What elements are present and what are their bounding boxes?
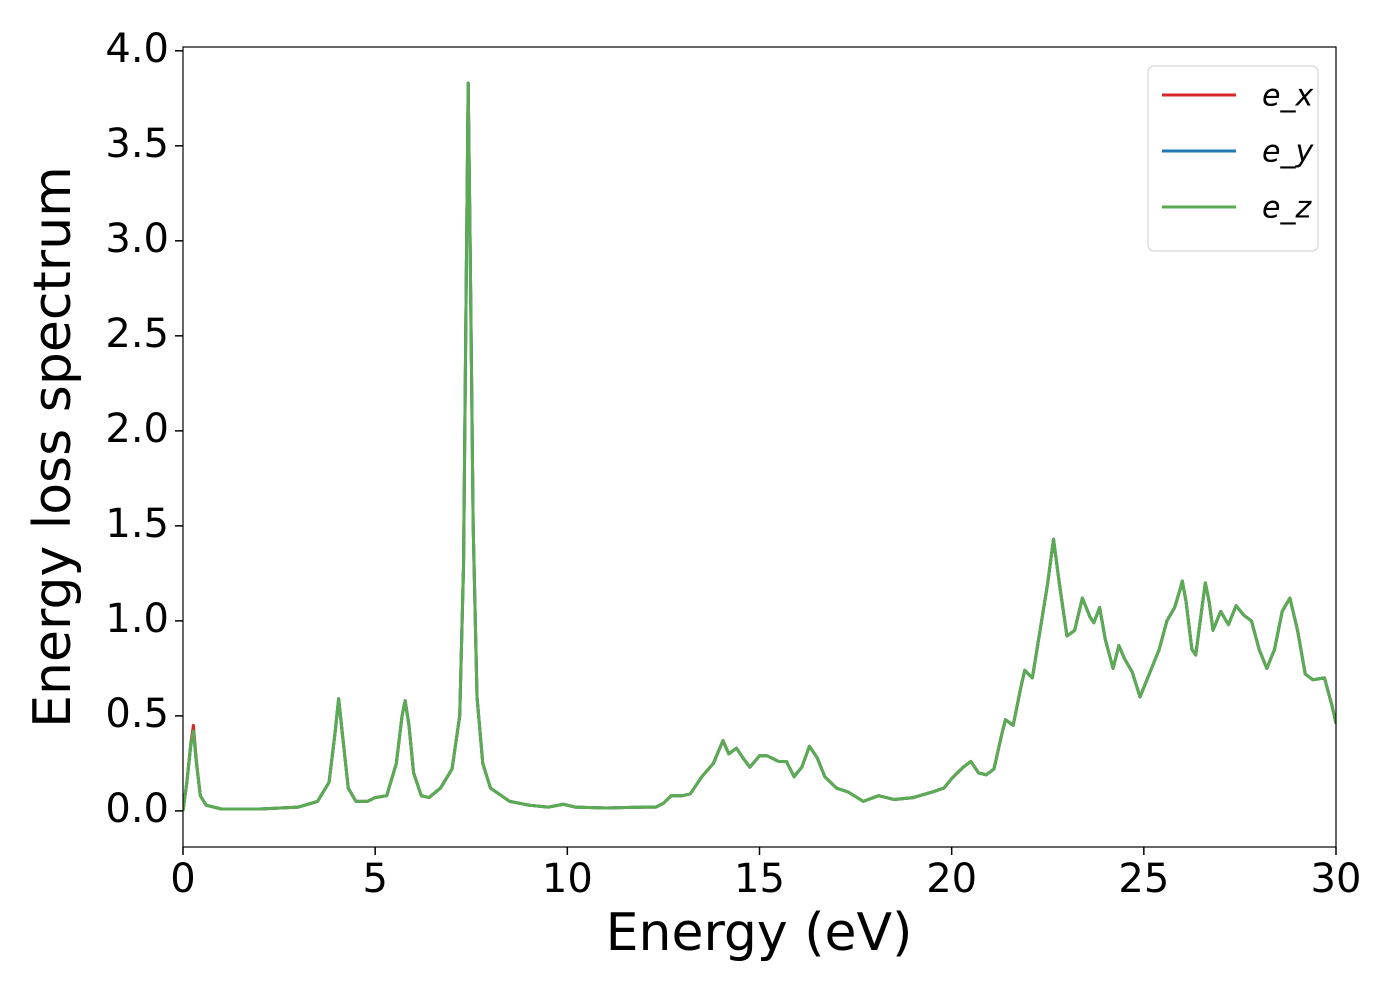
y-tick-label: 2.0 (105, 406, 169, 452)
x-tick-label: 25 (1118, 856, 1169, 902)
x-tick-label: 30 (1311, 856, 1362, 902)
x-tick-label: 10 (542, 856, 593, 902)
x-axis-label: Energy (eV) (606, 903, 913, 963)
line-series (183, 81, 1336, 812)
y-tick-label: 3.5 (105, 121, 169, 167)
x-tick-label: 5 (362, 856, 387, 902)
y-tick-label: 2.5 (105, 311, 169, 357)
legend-label: e_y (1262, 135, 1314, 170)
legend-label: e_z (1262, 191, 1312, 226)
legend-label: e_x (1262, 79, 1313, 114)
y-tick-label: 4.0 (105, 26, 169, 72)
legend-box (1147, 65, 1319, 252)
x-tick-label: 20 (926, 856, 977, 902)
x-tick-label: 15 (734, 856, 785, 902)
y-tick-label: 3.0 (105, 216, 169, 262)
y-tick-label: 0.5 (105, 691, 169, 737)
y-tick-label: 1.0 (105, 596, 169, 642)
plot-frame (182, 46, 1337, 848)
y-tick-label: 0.0 (105, 786, 169, 832)
y-tick-label: 1.5 (105, 501, 169, 547)
x-tick-label: 0 (170, 856, 195, 902)
y-axis-label: Energy loss spectrum (23, 166, 83, 728)
